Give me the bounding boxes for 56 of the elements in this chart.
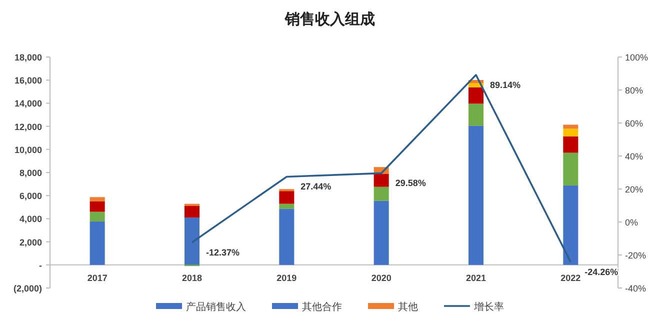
x-tick-label: 2021 [466, 272, 486, 283]
bar [184, 206, 200, 218]
y-tick-label: 14,000 [14, 98, 42, 109]
y2-tick-label: 0% [625, 218, 638, 228]
bar [374, 200, 389, 265]
legend-label: 其他合作 [302, 301, 342, 313]
data-label: -12.37% [206, 247, 240, 258]
y-tick-label: 8,000 [19, 168, 42, 178]
data-label: 27.44% [300, 182, 332, 192]
y-tick-label: 16,000 [14, 76, 42, 86]
line-series [191, 74, 572, 263]
y2-tick-label: 40% [625, 152, 644, 162]
bar [90, 221, 105, 265]
legend-label: 其他 [398, 301, 418, 313]
x-tick-label: 2022 [560, 272, 581, 283]
y-tick-label: 6,000 [19, 191, 42, 202]
x-tick-label: 2018 [182, 272, 202, 283]
y2-tick-label: -40% [625, 284, 646, 294]
bar [279, 208, 294, 265]
bar [563, 136, 578, 153]
x-tick-label: 2019 [276, 272, 297, 283]
x-tick-label: 2020 [371, 272, 392, 283]
y-tick-label: - [39, 260, 42, 270]
chart-title: 销售收入组成 [284, 11, 375, 28]
x-tick-label: 2017 [87, 272, 108, 283]
bar [563, 152, 578, 186]
bar [468, 104, 484, 126]
data-label: 89.14% [490, 80, 521, 90]
bar [468, 126, 484, 265]
legend-label: 产品销售收入 [186, 301, 246, 313]
y-tick-label: 2,000 [19, 237, 42, 248]
y-tick-label: 12,000 [14, 122, 42, 132]
bar [184, 218, 200, 265]
bar [90, 197, 105, 202]
y-tick-label: 10,000 [14, 144, 42, 155]
y2-tick-label: 100% [625, 52, 648, 62]
y-tick-label: (2,000) [13, 284, 42, 294]
y-tick-label: 18,000 [14, 52, 42, 62]
bar [90, 212, 105, 222]
y2-tick-label: 60% [625, 118, 644, 128]
y2-tick-label: 80% [625, 86, 644, 96]
y-tick-label: 4,000 [19, 214, 42, 224]
bar [374, 186, 389, 201]
y2-tick-label: -20% [625, 250, 646, 260]
bar [563, 124, 578, 129]
y2-tick-label: 20% [625, 184, 644, 194]
data-label: 29.58% [395, 178, 426, 188]
bar [468, 87, 484, 104]
bar [563, 128, 578, 136]
legend-label: 增长率 [473, 301, 504, 313]
bar [279, 204, 294, 209]
bar [90, 201, 105, 212]
bar [279, 191, 294, 204]
bar [563, 185, 578, 265]
bar [374, 174, 389, 187]
data-label: -24.26% [584, 267, 618, 278]
